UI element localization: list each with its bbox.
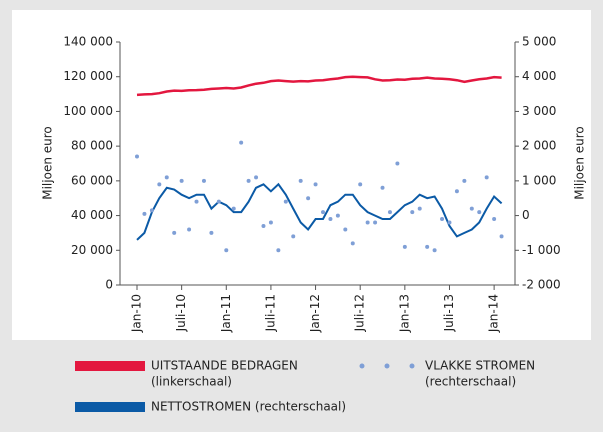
y2-tick-label: 1 000 — [522, 173, 556, 187]
flat-flow-dot — [179, 178, 184, 183]
x-tick-label: Juli-12 — [353, 294, 367, 332]
series-line — [136, 75, 502, 97]
series-line — [136, 182, 503, 241]
flat-flow-dot — [358, 182, 363, 187]
flat-flow-dot — [187, 227, 192, 232]
y2-tick-label: -2 000 — [522, 278, 561, 292]
flat-flow-dot — [157, 182, 162, 187]
x-tick-label: Jan-12 — [308, 294, 322, 333]
flat-flow-dot — [268, 220, 273, 225]
flat-flow-dot — [209, 230, 214, 235]
flat-flow-dot — [462, 178, 467, 183]
flat-flow-dot — [261, 223, 266, 228]
y2-tick-label: 3 000 — [522, 104, 556, 118]
flat-flow-dot — [417, 206, 422, 211]
y-tick-label: 40 000 — [71, 208, 113, 222]
flat-flow-dot — [447, 220, 452, 225]
flat-flow-dot — [231, 206, 236, 211]
flat-flow-dot — [492, 217, 497, 222]
y-tick-label: 120 000 — [63, 69, 113, 83]
y-tick-label: 60 000 — [71, 173, 113, 187]
flat-flow-dot — [477, 210, 482, 215]
flat-flow-dot — [246, 178, 251, 183]
flat-flow-dot — [499, 234, 504, 239]
x-tick-label: Jan-13 — [397, 294, 411, 333]
x-tick-label: Jan-14 — [487, 294, 501, 333]
flat-flow-dot — [365, 220, 370, 225]
legend-swatch — [75, 402, 145, 412]
flat-flow-dot — [387, 210, 392, 215]
legend-dot — [384, 363, 390, 369]
y2-tick-label: 2 000 — [522, 139, 556, 153]
flat-flow-dot — [164, 175, 169, 180]
flat-flow-dot — [216, 199, 221, 204]
flat-flow-dot — [135, 154, 139, 159]
legend-swatch — [75, 361, 145, 371]
flat-flow-dot — [380, 185, 385, 190]
flat-flow-dot — [149, 208, 154, 213]
legend-note: (linkerschaal) — [151, 375, 232, 389]
flat-flow-dot — [276, 248, 281, 253]
flat-flow-dot — [239, 140, 244, 145]
legend-dot — [409, 363, 415, 369]
legend-label: NETTOSTROMEN (rechterschaal) — [151, 400, 346, 414]
legend-label: VLAKKE STROMEN — [425, 359, 535, 373]
flat-flow-dot — [283, 199, 288, 204]
legend-dot — [359, 363, 365, 369]
flat-flow-dot — [328, 217, 333, 222]
flat-flow-dot — [224, 248, 229, 253]
y2-tick-label: 4 000 — [522, 69, 556, 83]
flat-flow-dot — [201, 178, 206, 183]
flat-flow-dot — [454, 189, 459, 194]
flat-flow-dot — [291, 234, 296, 239]
flat-flow-dot — [321, 210, 325, 215]
flat-flow-dot — [298, 178, 303, 183]
flat-flow-dot — [343, 227, 348, 232]
flat-flow-dot — [172, 230, 177, 235]
y-tick-label: 140 000 — [63, 35, 113, 49]
flat-flow-dot — [395, 161, 400, 166]
y-tick-label: 0 — [105, 278, 113, 292]
flat-flow-dot — [306, 196, 311, 201]
flat-flow-dot — [194, 199, 199, 204]
x-tick-label: Jan-11 — [219, 294, 233, 333]
legend-label: UITSTAANDE BEDRAGEN — [151, 359, 298, 373]
flat-flow-dot — [402, 244, 407, 249]
flat-flow-dot — [335, 213, 340, 218]
flat-flow-dot — [142, 211, 147, 216]
y2-tick-label: -1 000 — [522, 243, 561, 257]
flat-flow-dot — [254, 175, 259, 180]
flat-flow-dot — [410, 210, 415, 215]
y2-tick-label: 5 000 — [522, 35, 556, 49]
y2-tick-label: 0 — [522, 208, 530, 222]
x-tick-label: Juli-10 — [174, 294, 188, 332]
flat-flow-dot — [432, 248, 437, 253]
x-tick-label: Juli-11 — [263, 294, 277, 332]
y-axis-label: Miljoen euro — [41, 126, 55, 200]
x-tick-label: Jan-10 — [130, 294, 144, 333]
flat-flow-dot — [350, 241, 355, 246]
x-tick-label: Juli-13 — [442, 294, 456, 332]
y-tick-label: 20 000 — [71, 243, 113, 257]
flat-flow-dot — [373, 220, 378, 225]
y-tick-label: 100 000 — [63, 104, 113, 118]
flat-flow-dot — [469, 206, 474, 211]
flat-flow-dot — [313, 182, 318, 187]
flat-flow-dot — [425, 244, 430, 249]
legend-note: (rechterschaal) — [425, 375, 516, 389]
y2-axis-label: Miljoen euro — [573, 126, 587, 200]
y-tick-label: 80 000 — [71, 139, 113, 153]
flat-flow-dot — [484, 175, 489, 180]
flat-flow-dot — [440, 217, 445, 222]
